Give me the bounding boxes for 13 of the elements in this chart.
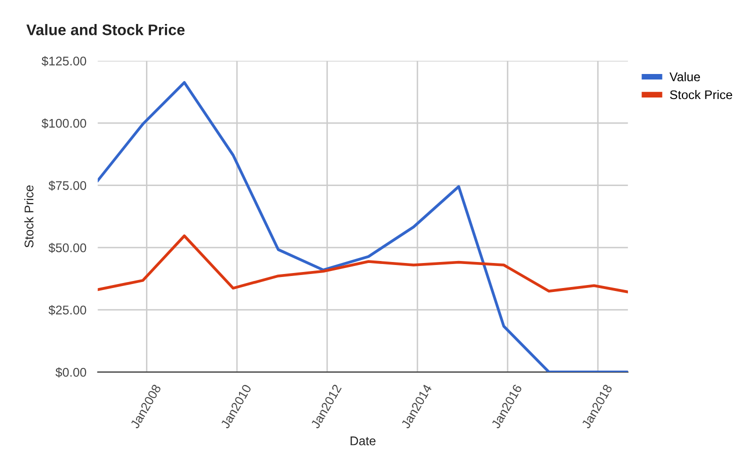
line-series	[98, 234, 628, 294]
y-axis-title: Stock Price	[24, 185, 34, 248]
x-axis-title: Date	[350, 436, 376, 446]
y-tick-label: $50.00	[48, 242, 86, 253]
chart-title: Value and Stock Price	[26, 24, 185, 36]
legend-label: Stock Price	[670, 90, 732, 100]
y-tick-label: $100.00	[42, 118, 86, 128]
line-series	[98, 81, 628, 372]
y-tick-label: $125.00	[42, 56, 86, 66]
legend-label: Value	[670, 72, 700, 82]
y-tick-label: $25.00	[48, 305, 86, 316]
y-tick-label: $75.00	[48, 180, 86, 191]
y-tick-label: $0.00	[56, 367, 86, 378]
